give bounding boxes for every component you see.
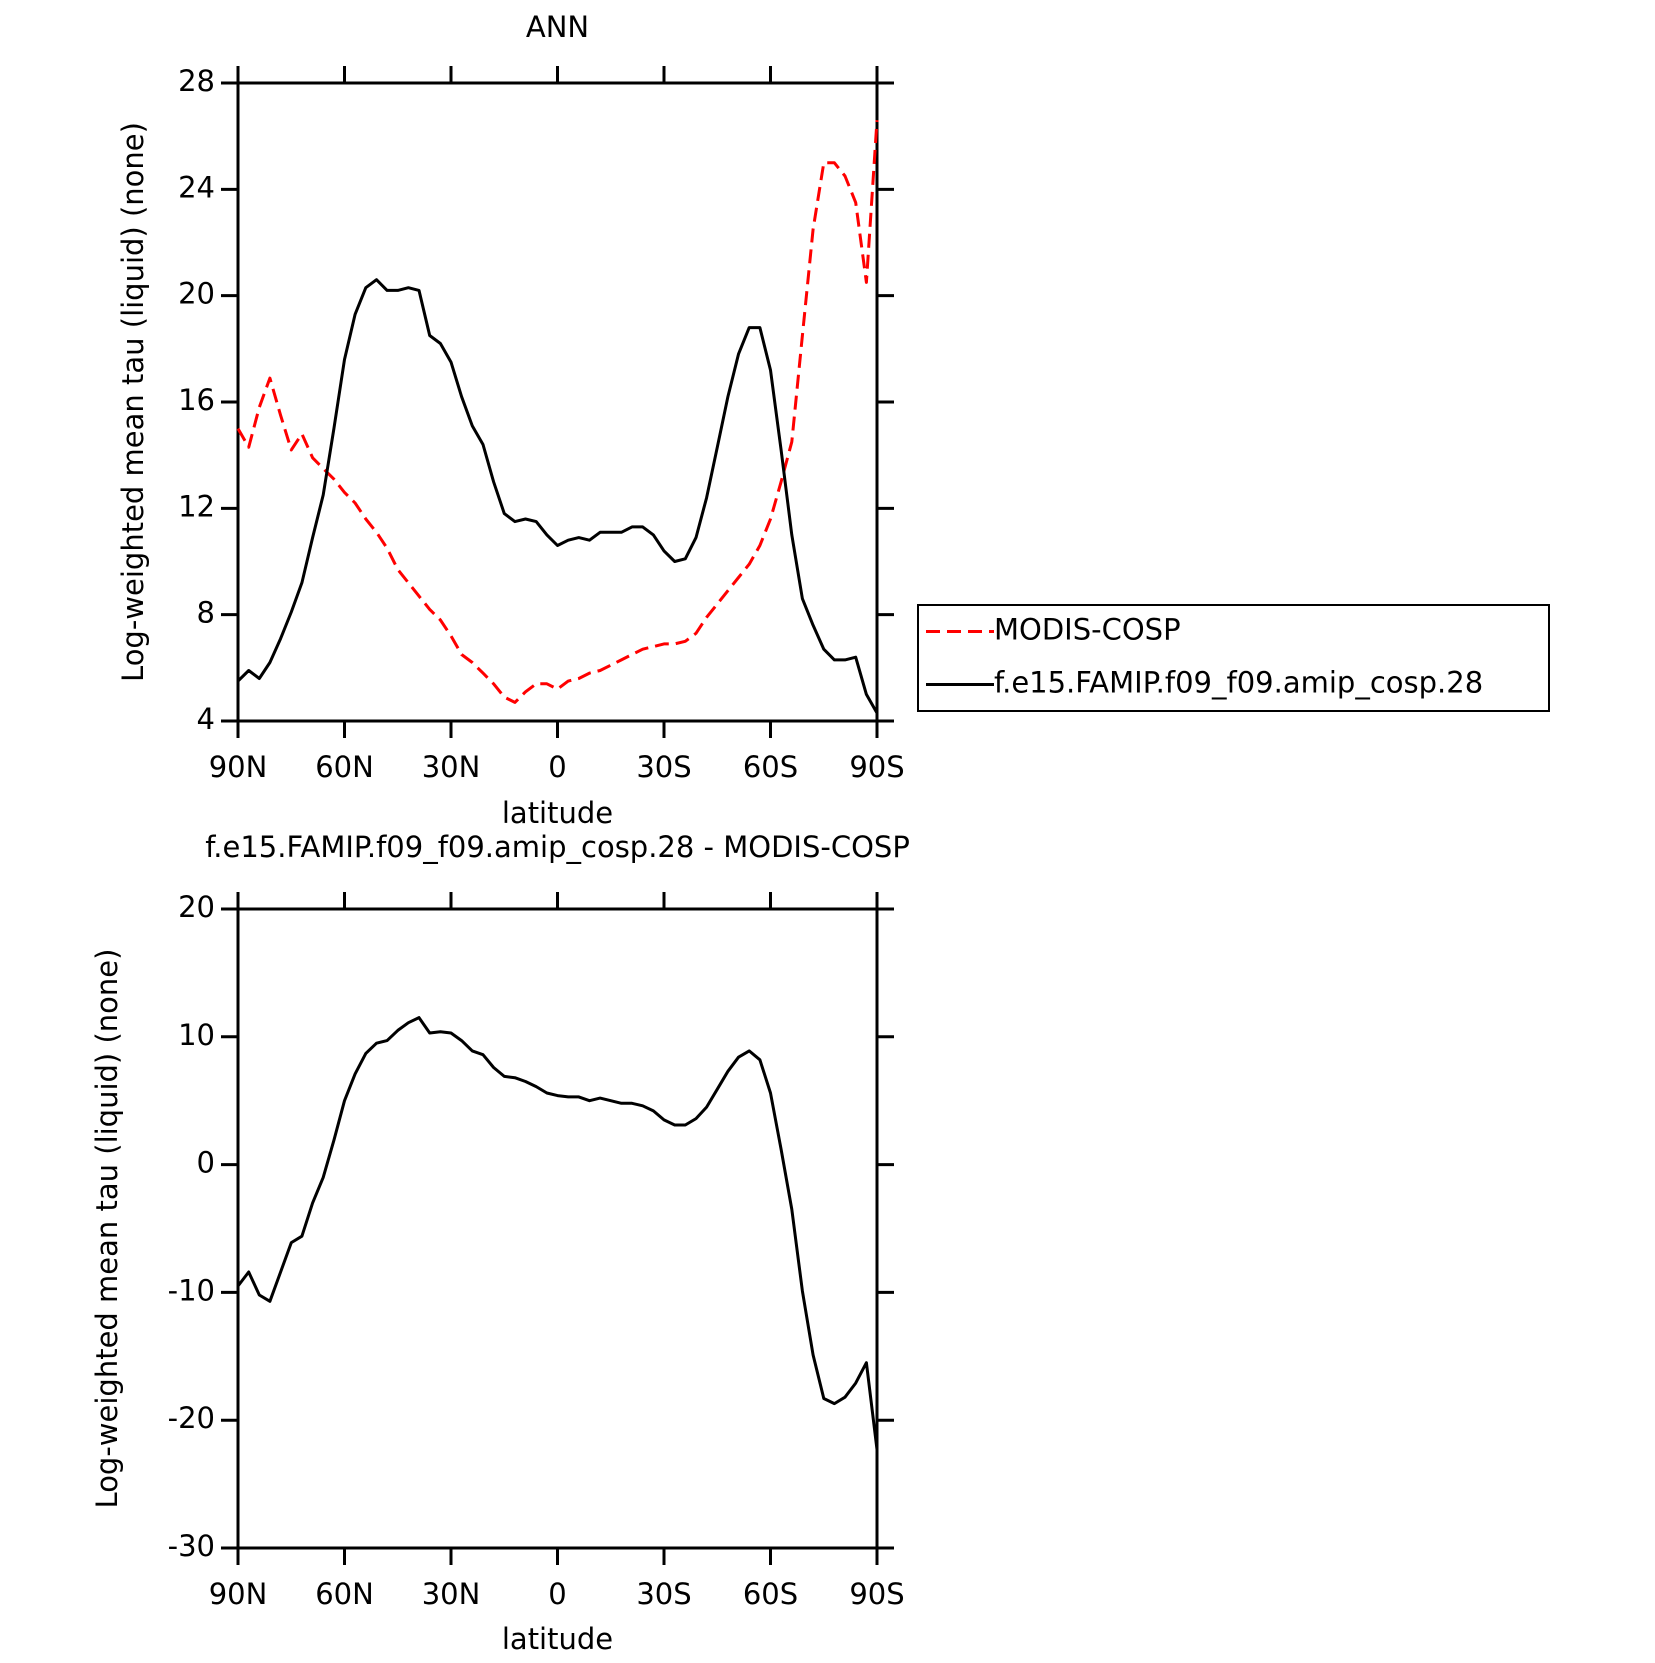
x-tick-label: 60S — [743, 750, 798, 784]
x-tick-label: 30S — [636, 750, 691, 784]
y-tick-label: 20 — [178, 277, 215, 311]
series-line — [236, 278, 879, 714]
chart-title: f.e15.FAMIP.f09_f09.amip_cosp.28 - MODIS… — [205, 830, 910, 864]
y-tick-label: -30 — [168, 1529, 215, 1563]
y-tick-label: 16 — [178, 383, 215, 417]
x-tick-label: 0 — [548, 1577, 566, 1611]
x-tick-label: 60N — [315, 750, 374, 784]
x-tick-label: 30N — [422, 750, 481, 784]
x-tick-label: 0 — [548, 750, 566, 784]
x-tick-label: 90S — [849, 1577, 904, 1611]
x-axis-label: latitude — [502, 1622, 613, 1656]
series-line — [236, 120, 879, 704]
legend-label: MODIS-COSP — [994, 613, 1181, 647]
y-tick-label: 10 — [178, 1018, 215, 1052]
x-tick-label: 90N — [209, 1577, 268, 1611]
y-tick-label: 20 — [178, 890, 215, 924]
y-tick-label: 28 — [178, 64, 215, 98]
legend-label: f.e15.FAMIP.f09_f09.amip_cosp.28 — [994, 666, 1483, 700]
x-tick-label: 90S — [849, 750, 904, 784]
x-tick-label: 90N — [209, 750, 268, 784]
x-axis-label: latitude — [502, 796, 613, 830]
y-axis-label: Log-weighted mean tau (liquid) (none) — [90, 949, 124, 1509]
plot-frame — [236, 907, 879, 1550]
y-tick-label: 12 — [178, 489, 215, 523]
y-tick-label: -10 — [168, 1273, 215, 1307]
y-tick-label: 4 — [197, 702, 215, 736]
series-line — [236, 1016, 879, 1450]
x-tick-label: 60N — [315, 1577, 374, 1611]
y-tick-label: -20 — [168, 1401, 215, 1435]
y-tick-label: 0 — [197, 1146, 215, 1180]
y-tick-label: 8 — [197, 596, 215, 630]
chart-title: ANN — [526, 10, 589, 44]
x-tick-label: 30S — [636, 1577, 691, 1611]
legend-box — [917, 604, 1550, 712]
y-tick-label: 24 — [178, 170, 215, 204]
y-axis-label: Log-weighted mean tau (liquid) (none) — [116, 122, 150, 682]
plot-frame — [236, 81, 879, 723]
x-tick-label: 30N — [422, 1577, 481, 1611]
x-tick-label: 60S — [743, 1577, 798, 1611]
